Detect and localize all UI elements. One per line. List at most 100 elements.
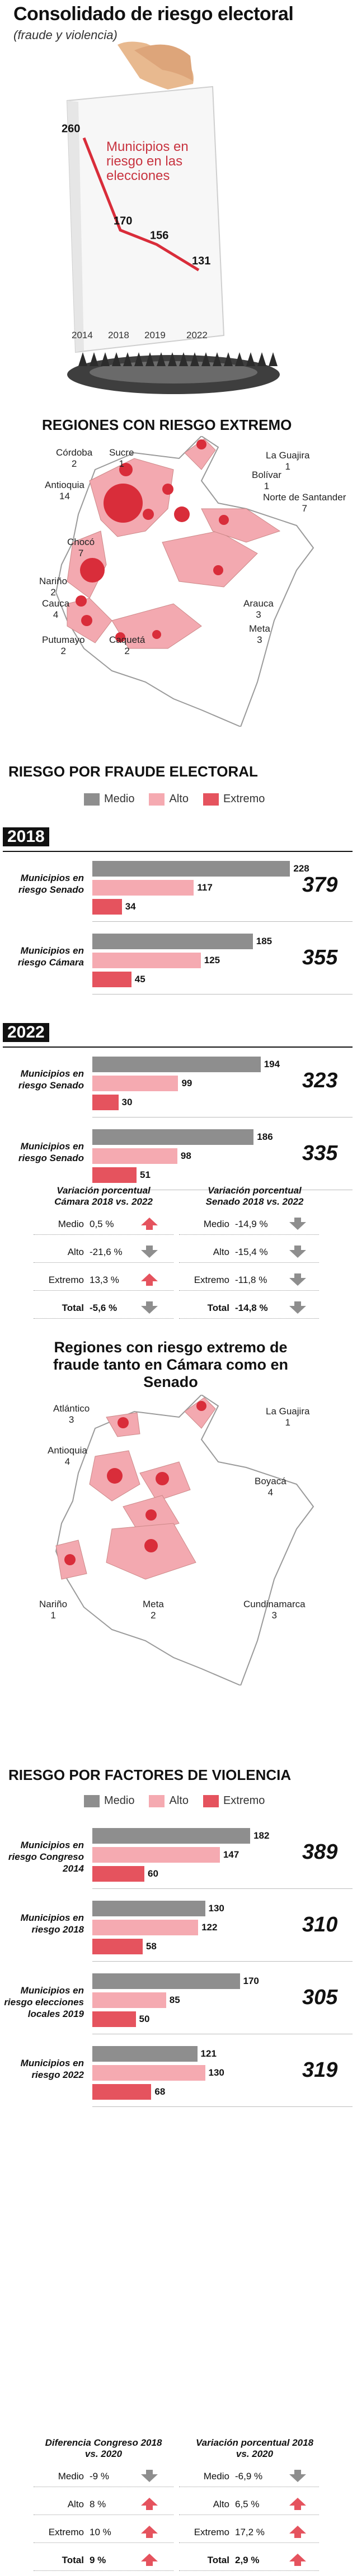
year-rule — [3, 851, 353, 852]
map1-dot — [196, 439, 206, 449]
page-subtitle: (fraude y violencia) — [13, 28, 118, 42]
bar-value-label: 186 — [257, 1131, 273, 1142]
var-left-title: Variación porcentual Cámara 2018 vs. 202… — [54, 1185, 153, 1207]
map1-label-value: 14 — [59, 491, 70, 501]
legend2-medio: Medio — [84, 1794, 134, 1807]
bar-alto — [92, 1847, 220, 1863]
map1-label: Caquetá 2 — [109, 634, 145, 657]
legend2-alto: Alto — [149, 1794, 189, 1807]
var-row-rule — [179, 2570, 319, 2572]
arrow-down-icon — [289, 1218, 306, 1230]
map2-region-guajira — [184, 1397, 216, 1429]
var-left-arrow — [140, 1272, 159, 1290]
map1-dot — [143, 509, 154, 520]
bar-alto — [92, 1076, 178, 1091]
var-row-rule — [179, 1262, 319, 1263]
var-left-value: 9 % — [90, 2555, 106, 2565]
bar-value-label: 182 — [253, 1830, 270, 1841]
bar-group-label: Municipios en riesgo elecciones locales … — [4, 1985, 84, 2019]
map2-label-value: 4 — [267, 1487, 274, 1498]
var-left-arrow — [140, 1300, 159, 1318]
map1-label: Putumayo 2 — [42, 634, 85, 657]
bar-extremo — [92, 899, 122, 915]
map1-label-value: 1 — [264, 481, 270, 491]
arrow-up-icon — [289, 2498, 306, 2510]
map1-label-value: 4 — [53, 609, 59, 620]
line-x-tick: 2018 — [108, 330, 129, 340]
map2-colombia — [55, 1395, 314, 1685]
bar-group-label: Municipios en riesgo Congreso 2014 — [8, 1840, 84, 1874]
legend2-alto-swatch — [149, 1794, 165, 1807]
var-right-title: Variación porcentual 2018 vs. 2020 — [195, 2437, 314, 2459]
var-right-arrow — [288, 2469, 307, 2486]
var-right-arrow — [288, 2497, 307, 2514]
var-row-rule — [34, 2515, 173, 2516]
ballot-line-chart: 260 170 156 131 2014 2018 2019 2022 — [62, 41, 280, 394]
map1-label-value: 7 — [302, 503, 307, 514]
var-right-arrow — [288, 1216, 307, 1234]
bar-value-label: 51 — [140, 1169, 151, 1180]
arrow-down-icon — [289, 2470, 306, 2482]
bar-alto — [92, 1920, 199, 1935]
map1-label-name: Putumayo — [42, 634, 85, 645]
arrow-up-icon — [141, 1218, 158, 1230]
bar-group-label: Municipios en riesgo Senado — [18, 1141, 84, 1163]
line-x-tick: 2014 — [72, 330, 93, 340]
trap-tooth — [179, 352, 188, 366]
map2-label: Atlántico 3 — [53, 1403, 90, 1426]
map1-label-name: Antioquia — [45, 480, 84, 490]
map1-label: Antioquia 14 — [45, 480, 84, 502]
var-row-label: Medio — [58, 1219, 84, 1229]
bar-value-label: 125 — [204, 955, 220, 965]
fraude-legend: Medio Alto Extremo — [84, 793, 265, 806]
map1-label-name: Arauca — [243, 598, 274, 609]
bar-group-label: Municipios en riesgo Cámara — [17, 945, 84, 968]
trap-tooth — [201, 352, 210, 366]
bar-alto — [92, 2065, 205, 2081]
year-badge: 2018 — [3, 827, 49, 846]
line-series — [82, 137, 200, 272]
legend-medio-swatch — [84, 793, 100, 806]
var-left-arrow — [140, 2525, 159, 2542]
bar-medio — [92, 934, 253, 949]
trap-tooth — [269, 352, 278, 366]
ballot-paper — [66, 86, 225, 353]
map1-label: Nariño 2 — [39, 576, 67, 598]
year-rule — [3, 1046, 353, 1048]
map1-label-value: 3 — [257, 634, 262, 645]
var-row-label-right: Medio — [203, 2471, 229, 2482]
map1-label: Meta 3 — [249, 623, 270, 646]
trap-tooth — [101, 352, 110, 366]
group-divider — [92, 2106, 353, 2107]
bar-value-label: 122 — [201, 1922, 218, 1933]
trap-tooth — [145, 352, 154, 366]
bar-extremo — [92, 1095, 119, 1110]
map2-outline — [55, 1395, 314, 1685]
line-x-tick: 2019 — [144, 330, 166, 340]
legend-extremo: Extremo — [203, 793, 265, 806]
bar-medio — [92, 861, 290, 877]
trap-tooth — [224, 352, 233, 366]
map1-dot — [115, 632, 125, 642]
violencia-title: RIESGO POR FACTORES DE VIOLENCIA — [8, 1767, 292, 1783]
var-right-value: -15,4 % — [235, 1247, 268, 1257]
group-divider — [92, 994, 353, 995]
bar-value-label: 99 — [181, 1078, 192, 1088]
var-right-arrow — [288, 2553, 307, 2570]
trap-inner — [90, 361, 257, 383]
map1-label-value: 1 — [285, 461, 290, 472]
bar-value-label: 50 — [139, 2014, 150, 2024]
var-row-rule — [179, 1290, 319, 1291]
line-point-label: 131 — [192, 255, 210, 267]
var-row-rule — [179, 2542, 319, 2544]
bar-alto — [92, 1148, 177, 1164]
group-divider — [92, 921, 353, 922]
hand-fingers — [134, 44, 193, 81]
var-right-value: -6,9 % — [235, 2471, 263, 2482]
map2-label: Nariño 1 — [39, 1599, 67, 1621]
map1-label-name: Norte de Santander — [263, 492, 346, 503]
var-right-arrow — [288, 2525, 307, 2542]
map1-label-value: 2 — [124, 646, 130, 656]
bar-value-label: 117 — [197, 882, 213, 893]
bar-group-total: 379 — [302, 873, 338, 897]
